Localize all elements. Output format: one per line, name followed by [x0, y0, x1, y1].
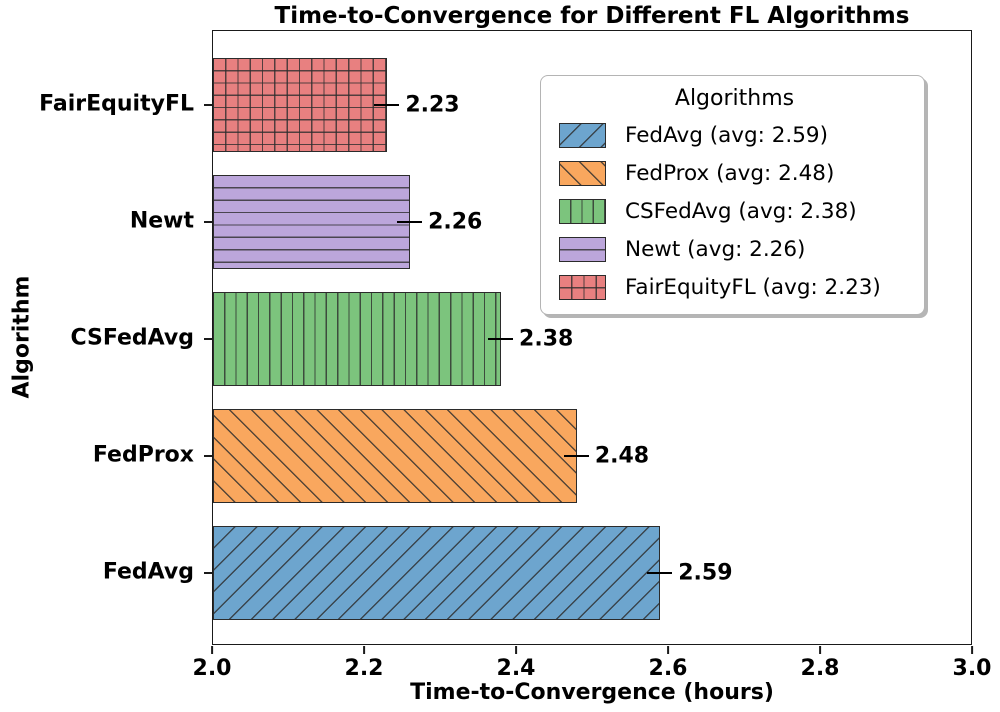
x-tick-label: 3.0: [952, 656, 992, 681]
y-tick-label-fairequityfl: FairEquityFL: [39, 91, 194, 117]
bar-fedprox: 2.48: [213, 409, 649, 503]
legend-entries: FedAvg (avg: 2.59) FedProx (avg: 2.48) CSF…: [559, 117, 910, 306]
legend: Algorithms FedAvg (avg: 2.59) FedProx (av…: [540, 75, 925, 315]
legend-entry-label: FedProx (avg: 2.48): [625, 161, 835, 187]
y-tick-label-newt: Newt: [129, 208, 194, 234]
legend-entry: FedProx (avg: 2.48): [559, 161, 910, 187]
legend-entry: CSFedAvg (avg: 2.38): [559, 198, 910, 224]
legend-color-patch: [559, 198, 606, 224]
chart-title: Time-to-Convergence for Different FL Alg…: [274, 3, 910, 29]
bar-value-label: 2.48: [594, 443, 650, 469]
y-tick-mark: [203, 221, 212, 223]
legend-title: Algorithms: [674, 86, 795, 111]
legend-entry: Newt (avg: 2.26): [559, 236, 910, 262]
legend-entry-label: CSFedAvg (avg: 2.38): [625, 198, 857, 224]
bar-newt: 2.26: [213, 175, 482, 269]
legend-color-patch: [559, 236, 606, 262]
x-axis-title: Time-to-Convergence (hours): [410, 680, 774, 705]
x-tick-mark: [667, 646, 669, 654]
y-tick-label-fedavg: FedAvg: [102, 559, 194, 585]
x-tick-mark: [971, 646, 973, 654]
bar-fairequityfl: 2.23: [213, 58, 460, 152]
x-tick-mark: [363, 646, 365, 654]
error-bar: [397, 220, 423, 224]
legend-color-patch: [559, 161, 606, 187]
legend-entry: FedAvg (avg: 2.59): [559, 123, 910, 149]
legend-entry-label: FairEquityFL (avg: 2.23): [625, 274, 881, 300]
error-bar: [647, 571, 673, 575]
error-bar: [374, 103, 400, 107]
x-tick-mark: [211, 646, 213, 654]
bar-value-label: 2.59: [678, 560, 733, 586]
y-tick-label-fedprox: FedProx: [92, 442, 194, 468]
legend-entry-label: FedAvg (avg: 2.59): [625, 123, 828, 149]
x-tick-mark: [819, 646, 821, 654]
x-tick-mark: [515, 646, 517, 654]
x-tick-label: 2.2: [344, 656, 384, 681]
legend-entry: FairEquityFL (avg: 2.23): [559, 274, 910, 300]
legend-color-patch: [559, 274, 606, 300]
x-tick-label: 2.6: [648, 656, 688, 681]
x-tick-label: 2.0: [192, 656, 232, 681]
y-tick-mark: [203, 338, 212, 340]
x-tick-label: 2.4: [496, 656, 536, 681]
bar-value-label: 2.23: [405, 92, 460, 118]
bar-value-label: 2.38: [519, 326, 574, 352]
bar-csfedavg: 2.38: [213, 292, 573, 386]
x-tick-label: 2.8: [800, 656, 840, 681]
legend-color-patch: [559, 123, 606, 149]
bar-value-label: 2.26: [428, 209, 483, 235]
error-bar: [563, 454, 589, 458]
y-axis-tick-labels: FairEquityFL Newt CSFedAvg FedProx FedAvg: [0, 30, 202, 645]
bar-fedavg: 2.59: [213, 526, 733, 620]
y-tick-mark: [203, 455, 212, 457]
y-tick-label-csfedavg: CSFedAvg: [70, 325, 194, 351]
y-tick-mark: [203, 104, 212, 106]
y-tick-mark: [203, 572, 212, 574]
y-axis-title: Algorithm: [9, 275, 35, 399]
x-axis-ticks: 2.0 2.2 2.4 2.6 2.8 3.0: [193, 645, 991, 685]
legend-entry-label: Newt (avg: 2.26): [625, 236, 806, 262]
error-bar: [488, 337, 514, 341]
